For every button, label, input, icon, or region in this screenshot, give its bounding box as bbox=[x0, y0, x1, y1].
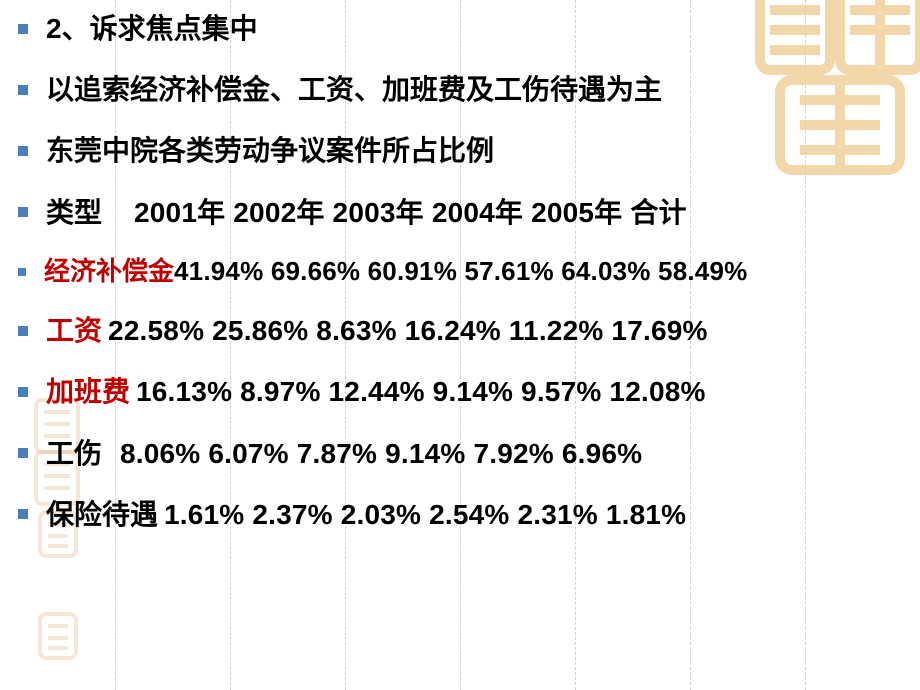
row-values: 41.94% 69.66% 60.91% 57.61% 64.03% 58.49… bbox=[174, 247, 747, 296]
bullet-icon bbox=[18, 326, 28, 336]
body-text: 东莞中院各类劳动争议案件所占比例 bbox=[46, 124, 494, 177]
slide-content: 2、诉求焦点集中 以追索经济补偿金、工资、加班费及工伤待遇为主 东莞中院各类劳动… bbox=[0, 0, 920, 545]
bullet-icon bbox=[18, 85, 28, 95]
bullet-icon bbox=[18, 509, 28, 519]
table-row: 工资22.58% 25.86% 8.63% 16.24% 11.22% 17.6… bbox=[4, 300, 920, 361]
row-values: 1.61% 2.37% 2.03% 2.54% 2.31% 1.81% bbox=[164, 488, 686, 541]
bullet-icon bbox=[18, 207, 28, 217]
table-header-category: 类型 bbox=[46, 186, 102, 239]
bullet-icon bbox=[18, 448, 28, 458]
bullet-icon bbox=[18, 146, 28, 156]
bullet-icon bbox=[18, 268, 26, 276]
table-row: 经济补偿金41.94% 69.66% 60.91% 57.61% 64.03% … bbox=[4, 243, 920, 300]
row-values: 8.06% 6.07% 7.87% 9.14% 7.92% 6.96% bbox=[120, 427, 642, 480]
table-row: 工伤 8.06% 6.07% 7.87% 9.14% 7.92% 6.96% bbox=[4, 423, 920, 484]
decorative-seal-small-4 bbox=[38, 612, 78, 665]
heading-text: 2、诉求焦点集中 bbox=[46, 2, 258, 55]
body-text: 以追索经济补偿金、工资、加班费及工伤待遇为主 bbox=[46, 63, 662, 116]
row-values: 22.58% 25.86% 8.63% 16.24% 11.22% 17.69% bbox=[108, 304, 708, 357]
bullet-icon bbox=[18, 387, 28, 397]
row-category: 工资 bbox=[46, 304, 102, 357]
row-category: 保险待遇 bbox=[46, 488, 158, 541]
table-header-years: 2001年 2002年 2003年 2004年 2005年 合计 bbox=[134, 186, 687, 239]
table-row: 保险待遇1.61% 2.37% 2.03% 2.54% 2.31% 1.81% bbox=[4, 484, 920, 545]
row-category: 经济补偿金 bbox=[44, 247, 174, 296]
table-row: 加班费16.13% 8.97% 12.44% 9.14% 9.57% 12.08… bbox=[4, 361, 920, 422]
row-category: 工伤 bbox=[46, 427, 102, 480]
row-values: 16.13% 8.97% 12.44% 9.14% 9.57% 12.08% bbox=[136, 365, 706, 418]
bullet-icon bbox=[18, 24, 28, 34]
row-category: 加班费 bbox=[46, 365, 130, 418]
